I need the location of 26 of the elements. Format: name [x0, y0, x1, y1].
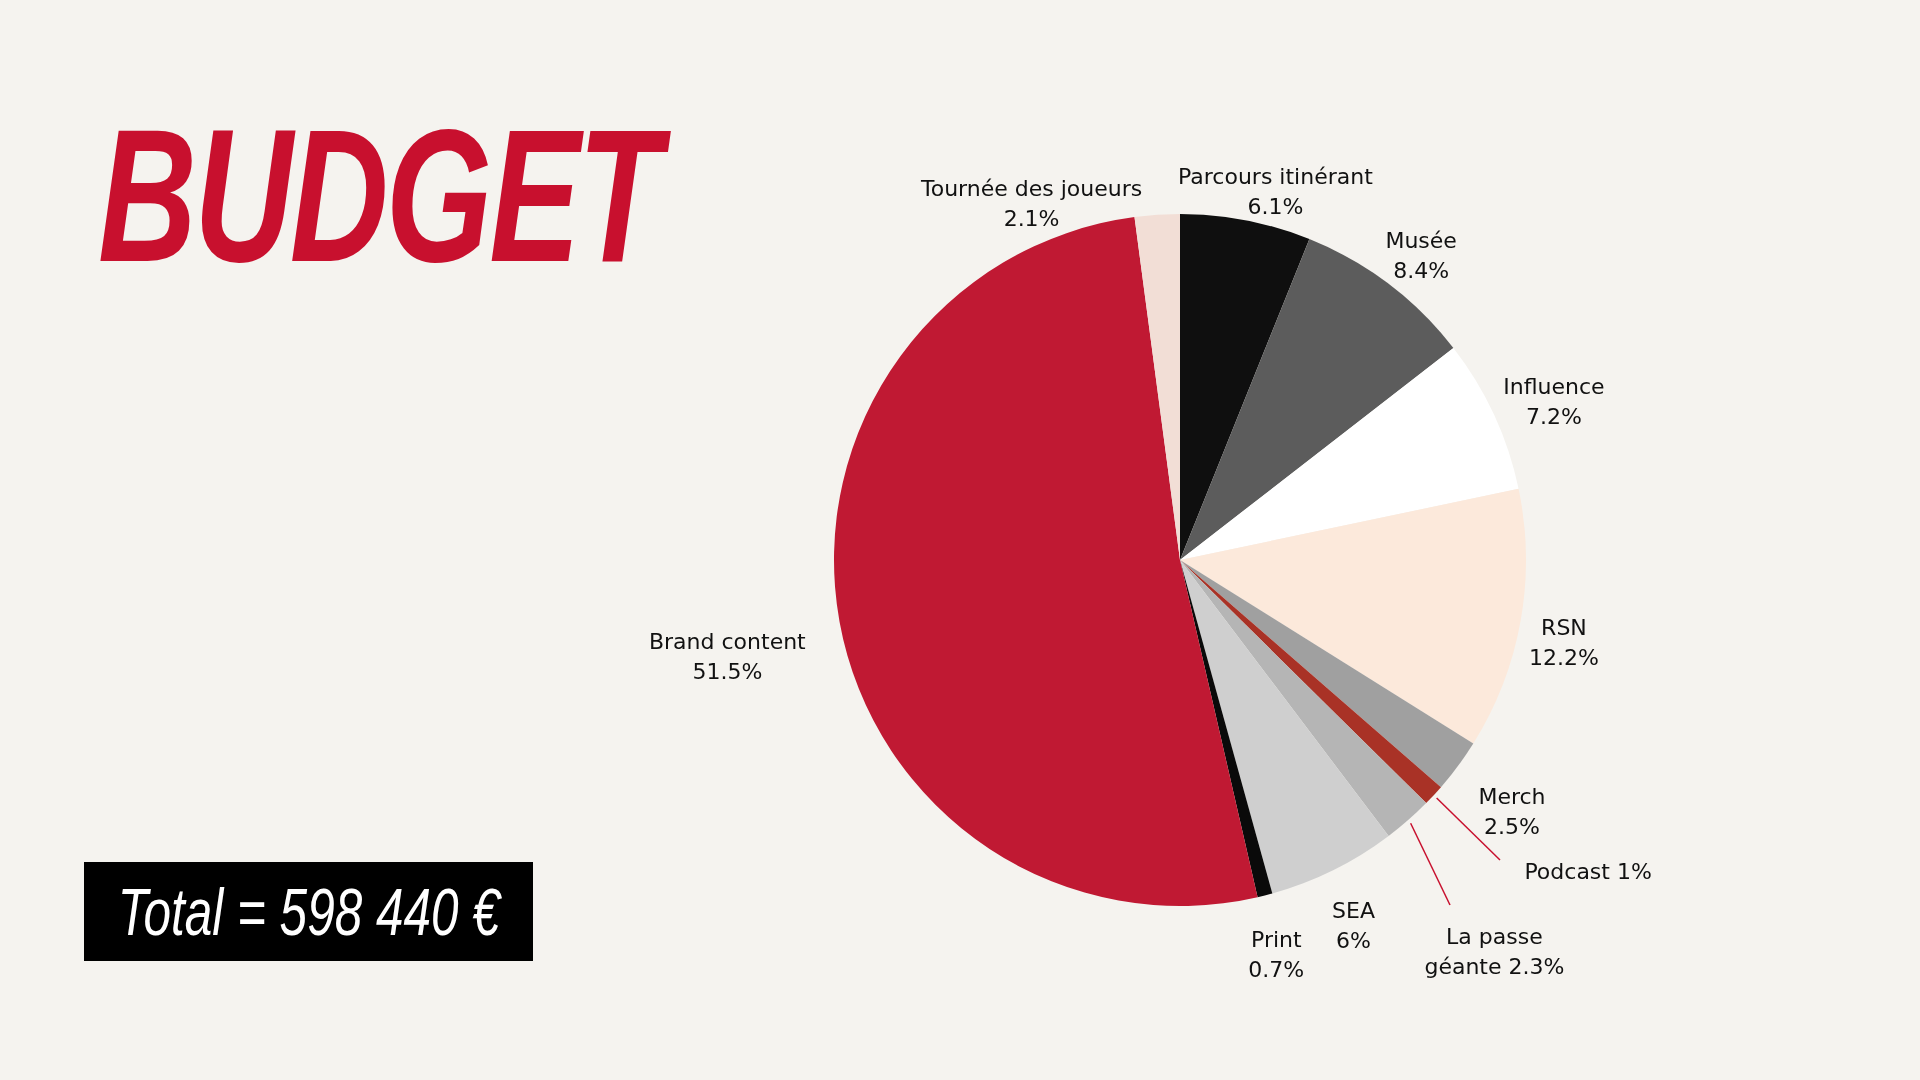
pie-slice — [1180, 560, 1427, 837]
slice-label: La passe géante 2.3% — [1424, 924, 1565, 980]
slice-label: Brand content — [648, 628, 807, 654]
slice-label: Parcours itinérant — [1178, 163, 1374, 189]
slice-label: Influence — [1503, 373, 1605, 399]
data-label: 7.2% — [1525, 403, 1582, 429]
slice-label: Podcast 1% — [1524, 859, 1652, 885]
text: Total = 598 440 € — [117, 873, 500, 950]
pie-slice — [1180, 560, 1474, 788]
data-label: 6.1% — [1247, 193, 1304, 219]
data-label: 0.7% — [1248, 956, 1305, 982]
pie-slice — [1180, 560, 1389, 894]
slice-label: SEA — [1332, 898, 1376, 924]
data-label: 6% — [1336, 928, 1372, 954]
slice-label: Merch — [1478, 784, 1546, 810]
data-label: 2.1% — [1003, 205, 1060, 231]
data-label: 8.4% — [1393, 257, 1450, 283]
slice-label: Print — [1250, 926, 1302, 952]
data-label: 12.2% — [1529, 645, 1599, 671]
slice-label: RSN — [1541, 615, 1587, 641]
data-label: 51.5% — [692, 658, 763, 684]
slice-label: Musée — [1385, 227, 1457, 253]
pie-slice — [1180, 488, 1526, 744]
pie-slice — [1180, 214, 1310, 560]
slice-label: Tournée des joueurs — [919, 175, 1143, 201]
data-label: 2.5% — [1484, 814, 1540, 840]
